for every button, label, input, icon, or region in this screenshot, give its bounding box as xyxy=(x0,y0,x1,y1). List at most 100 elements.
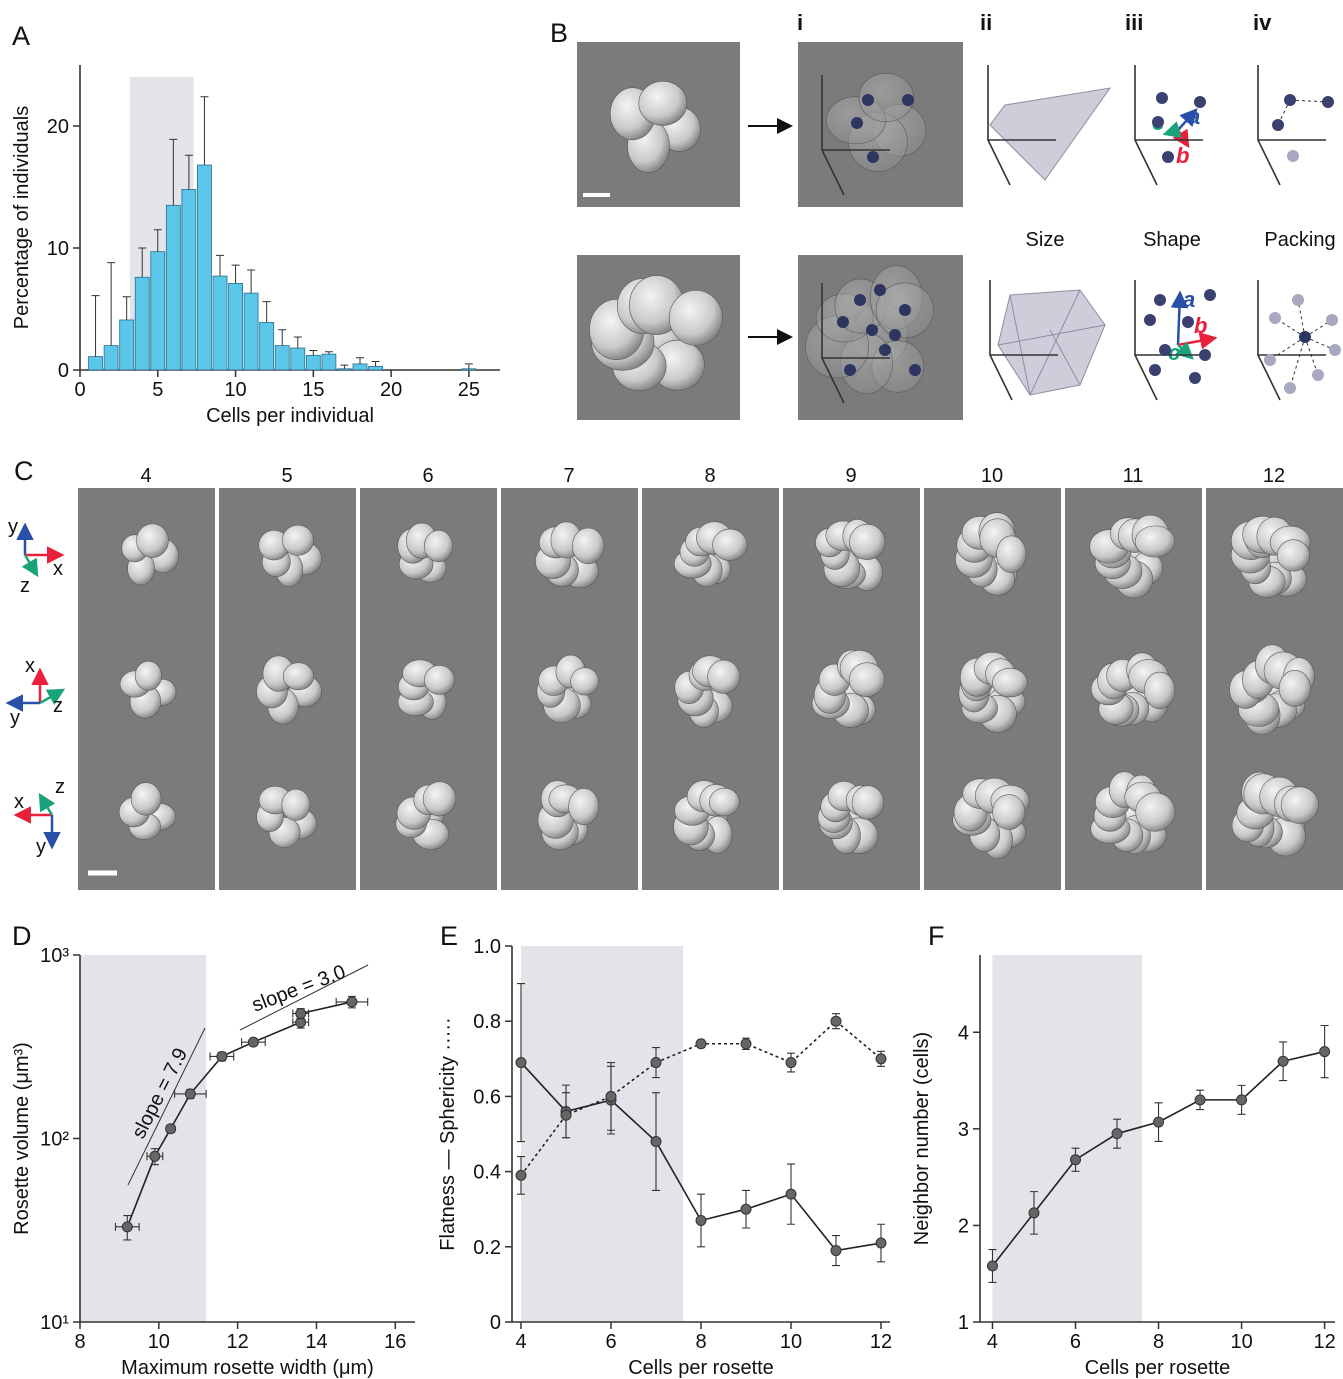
nucleus xyxy=(1152,116,1164,128)
nucleus xyxy=(867,151,879,163)
point xyxy=(695,1038,707,1050)
cell-blob xyxy=(1277,539,1310,572)
nucleus xyxy=(1156,92,1168,104)
axis-letter: x xyxy=(25,655,35,677)
axis-name: b xyxy=(1176,143,1189,168)
column-label: 12 xyxy=(1263,465,1285,487)
axis-corner xyxy=(987,65,1056,186)
x-tick-label: 25 xyxy=(458,379,480,401)
error-bar xyxy=(169,138,178,206)
bar xyxy=(119,319,135,371)
x-tick-label: 4 xyxy=(987,1331,998,1353)
column-label: 11 xyxy=(1123,465,1144,487)
axis-line xyxy=(511,946,890,1323)
point xyxy=(830,1245,842,1257)
column-label: 9 xyxy=(845,465,856,487)
point xyxy=(165,1123,177,1135)
error-bar xyxy=(184,154,193,190)
axis-triads: y x z x z y x z y xyxy=(5,516,66,858)
cell-blob xyxy=(669,290,723,346)
shaded-region xyxy=(521,946,683,1322)
axis-letter: z xyxy=(53,695,63,717)
nucleus xyxy=(837,316,849,328)
y-tick-label: 20 xyxy=(47,116,69,138)
panel-label: E xyxy=(440,921,458,951)
error-bar xyxy=(324,351,333,355)
point xyxy=(247,1036,259,1048)
axis-letter: x xyxy=(53,558,63,580)
error-bar xyxy=(231,264,240,284)
triad-arrow xyxy=(39,688,66,705)
point xyxy=(986,1260,998,1272)
cell-blob xyxy=(858,72,914,123)
slope-guide xyxy=(239,964,369,1031)
x-tick-label: 8 xyxy=(74,1331,85,1353)
axis-corner xyxy=(989,280,1058,401)
bar xyxy=(243,292,259,371)
nucleus xyxy=(909,364,921,376)
x-tick-label: 14 xyxy=(305,1331,327,1353)
nucleus xyxy=(1199,349,1211,361)
nucleus xyxy=(1194,96,1206,108)
nucleus xyxy=(1162,151,1174,163)
error-bar xyxy=(464,363,473,369)
cell-blob xyxy=(1135,792,1176,832)
cell-blob xyxy=(851,785,885,820)
error-bar xyxy=(247,269,256,294)
axis-name: c xyxy=(1168,340,1180,365)
axis-letter: x xyxy=(14,791,24,813)
axis-letter: y xyxy=(8,516,18,538)
point xyxy=(830,1015,842,1027)
point xyxy=(650,1057,662,1069)
bar xyxy=(197,164,212,371)
error-bar xyxy=(293,336,302,349)
bar xyxy=(259,322,275,371)
cell-blob xyxy=(992,667,1028,698)
bar xyxy=(368,365,383,371)
error-bar xyxy=(356,357,364,364)
x-tick-label: 5 xyxy=(152,379,163,401)
cell-blob xyxy=(422,781,457,817)
point xyxy=(1236,1094,1248,1106)
y-axis-label: Rosette volume (μm³) xyxy=(11,1042,33,1235)
x-tick-label: 8 xyxy=(695,1331,706,1353)
cell-blob xyxy=(1143,671,1176,710)
axis-line xyxy=(79,955,415,1323)
y-axis-label: Flatness — Sphericity ····· xyxy=(437,1017,459,1250)
x-tick-label: 0 xyxy=(74,379,85,401)
error-bar xyxy=(122,296,131,320)
panel-label: A xyxy=(12,21,30,51)
bar xyxy=(212,275,228,371)
cell-blob xyxy=(1278,670,1311,707)
x-tick-label: 12 xyxy=(870,1331,892,1353)
step-label: iii xyxy=(1125,10,1143,35)
column-label: 10 xyxy=(981,465,1003,487)
error-bar xyxy=(107,262,116,346)
panel-label: D xyxy=(12,921,32,951)
step-label: iv xyxy=(1253,10,1272,35)
cell-blob xyxy=(1134,525,1176,558)
column-label: 4 xyxy=(140,465,151,487)
bar xyxy=(228,282,243,371)
x-tick-label: 16 xyxy=(384,1331,406,1353)
bar xyxy=(181,189,197,371)
nucleus xyxy=(1299,331,1311,343)
y-tick-label: 10³ xyxy=(40,945,69,967)
point xyxy=(605,1090,617,1102)
point xyxy=(1319,1046,1331,1058)
hull-edge xyxy=(997,289,1106,396)
bar xyxy=(461,368,477,371)
error-bar xyxy=(309,349,318,356)
bar xyxy=(150,251,166,371)
step-label: i xyxy=(797,10,803,35)
point xyxy=(785,1057,797,1069)
axis-arrow xyxy=(1177,332,1218,350)
point xyxy=(875,1053,887,1065)
error-bar xyxy=(371,360,380,367)
nucleus xyxy=(899,304,911,316)
bar xyxy=(352,363,368,371)
point xyxy=(295,1007,307,1019)
axis-corner xyxy=(1257,280,1326,401)
